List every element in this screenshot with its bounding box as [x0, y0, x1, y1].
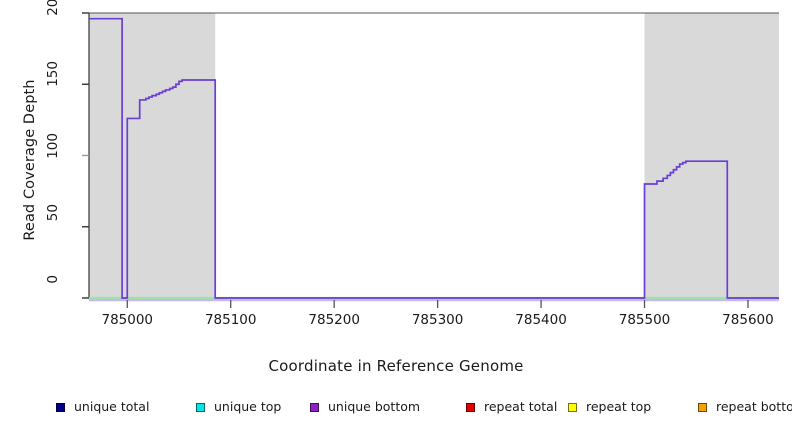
legend-label: repeat top	[586, 398, 652, 414]
legend-label: repeat total	[484, 398, 558, 414]
y-tick-label: 0	[45, 275, 61, 284]
legend-swatch-icon	[56, 402, 65, 412]
legend-label: unique top	[214, 398, 282, 414]
legend-item[interactable]: unique top	[196, 398, 281, 416]
legend-label: unique total	[74, 398, 150, 414]
x-tick-label: 785500	[618, 312, 671, 328]
x-tick-label: 785300	[411, 312, 464, 328]
legend-label: unique bottom	[328, 398, 421, 414]
repeat-region-right	[644, 13, 779, 298]
x-tick-label: 785400	[515, 312, 567, 328]
legend-label: repeat bottom	[716, 398, 792, 414]
series-unique-bottom	[89, 17, 779, 299]
legend-swatch-icon	[466, 402, 475, 412]
legend-item[interactable]: unique bottom	[310, 398, 420, 416]
y-tick-label: 150	[45, 61, 61, 88]
x-tick-label: 785600	[722, 312, 774, 328]
legend-item[interactable]: unique total	[56, 398, 149, 416]
legend-item[interactable]: repeat total	[466, 398, 557, 416]
legend-swatch-icon	[196, 402, 205, 412]
repeat-region-left	[89, 13, 216, 298]
chart-legend: unique total unique top unique bottom repea…	[0, 398, 792, 418]
y-tick-label: 50	[45, 203, 61, 221]
legend-item[interactable]: repeat bottom	[698, 398, 792, 416]
legend-item[interactable]: repeat top	[568, 398, 651, 416]
x-tick-label: 785100	[204, 312, 257, 328]
x-tick-label: 785200	[308, 312, 360, 328]
y-tick-label: 100	[45, 132, 61, 159]
x-axis-title: Coordinate in Reference Genome	[268, 357, 524, 375]
legend-swatch-icon	[698, 402, 707, 412]
legend-swatch-icon	[568, 402, 577, 412]
legend-swatch-icon	[310, 402, 319, 412]
x-tick-label: 785000	[101, 312, 154, 328]
y-tick-label: 200	[45, 0, 61, 16]
